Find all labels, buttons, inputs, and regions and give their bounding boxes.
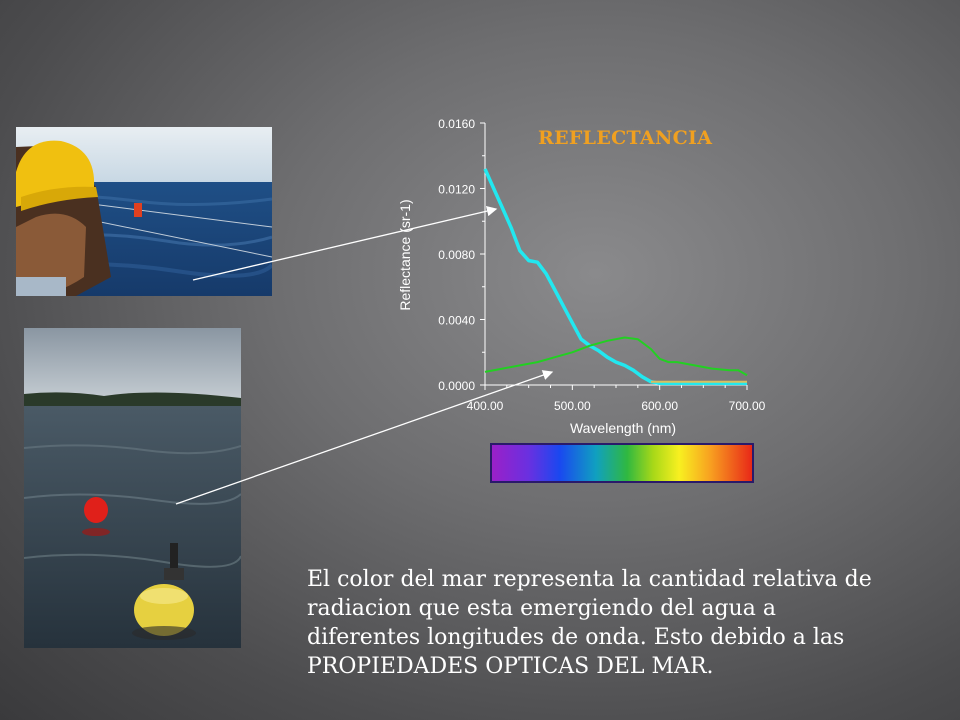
x-tick-label: 700.00 (729, 399, 766, 413)
x-tick-label: 500.00 (554, 399, 591, 413)
x-axis-label: Wavelength (nm) (570, 420, 676, 436)
y-tick-label: 0.0000 (438, 379, 475, 393)
connector-line-top (192, 206, 498, 281)
y-tick-label: 0.0160 (438, 117, 475, 131)
chart-series-layer (483, 168, 748, 386)
chart-axes (480, 122, 748, 390)
y-tick-label: 0.0040 (438, 314, 475, 328)
y-tick-label: 0.0080 (438, 248, 475, 262)
photo-buoy-sea (24, 328, 241, 648)
connector-line-bottom (175, 370, 554, 505)
visible-spectrum-bar (490, 443, 754, 483)
chart-title: REFLECTANCIA (538, 127, 713, 149)
chart-tick-labels: 0.0000 0.0040 0.0080 0.0120 0.0160 400.00 500.… (438, 117, 765, 413)
y-axis-label: Reflectance (sr-1) (397, 199, 413, 310)
photo-worker-helmet (16, 127, 272, 296)
series-line-2 (484, 336, 748, 377)
y-tick-label: 0.0120 (438, 183, 475, 197)
series-line-1 (483, 168, 747, 386)
reflectance-chart: 0.0000 0.0040 0.0080 0.0120 0.0160 400.00 500.… (397, 117, 766, 436)
x-tick-label: 400.00 (467, 399, 504, 413)
slide-caption: El color del mar representa la cantidad … (307, 567, 872, 679)
x-tick-label: 600.00 (641, 399, 678, 413)
